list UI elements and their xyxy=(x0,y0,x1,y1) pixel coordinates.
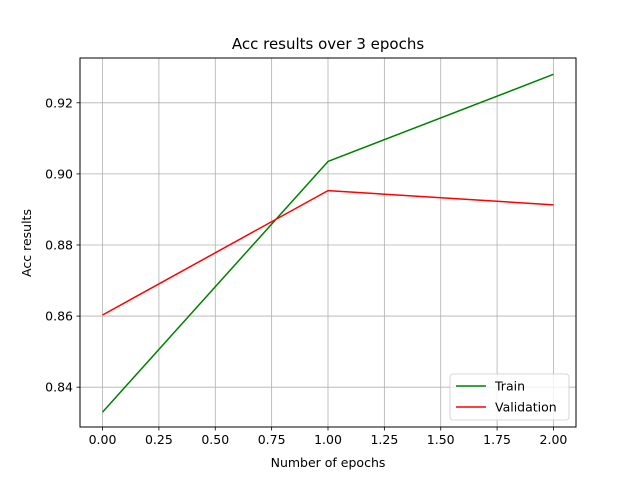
train-series-line xyxy=(101,73,554,413)
legend: Train Validation xyxy=(449,373,570,421)
y-tick-label: 0.84 xyxy=(45,380,73,395)
y-tick-label: 0.90 xyxy=(45,166,73,181)
x-tick-label: 1.00 xyxy=(314,432,342,447)
chart-title: Acc results over 3 epochs xyxy=(232,35,424,53)
x-tick-label: 0.50 xyxy=(201,432,229,447)
y-axis-label: Acc results xyxy=(19,209,34,277)
x-tick-label: 1.50 xyxy=(427,432,455,447)
series-layer xyxy=(101,73,554,413)
x-tick-label: 0.75 xyxy=(258,432,286,447)
y-tick-label: 0.88 xyxy=(45,237,73,252)
x-tick-label: 1.75 xyxy=(483,432,511,447)
legend-label-validation: Validation xyxy=(495,400,557,415)
x-tick-label: 0.25 xyxy=(145,432,173,447)
ticks: 0.00 0.25 0.50 0.75 1.00 1.25 1.50 1.75 2.00 0.84… xyxy=(45,95,567,447)
x-axis-label: Number of epochs xyxy=(271,455,386,470)
validation-series-line xyxy=(102,189,554,316)
legend-label-train: Train xyxy=(494,379,525,394)
x-tick-label: 1.25 xyxy=(370,432,398,447)
y-tick-label: 0.92 xyxy=(45,95,73,110)
x-tick-label: 0.00 xyxy=(89,432,117,447)
x-tick-label: 2.00 xyxy=(540,432,568,447)
plot-frame xyxy=(79,57,577,428)
y-tick-label: 0.86 xyxy=(45,309,73,324)
